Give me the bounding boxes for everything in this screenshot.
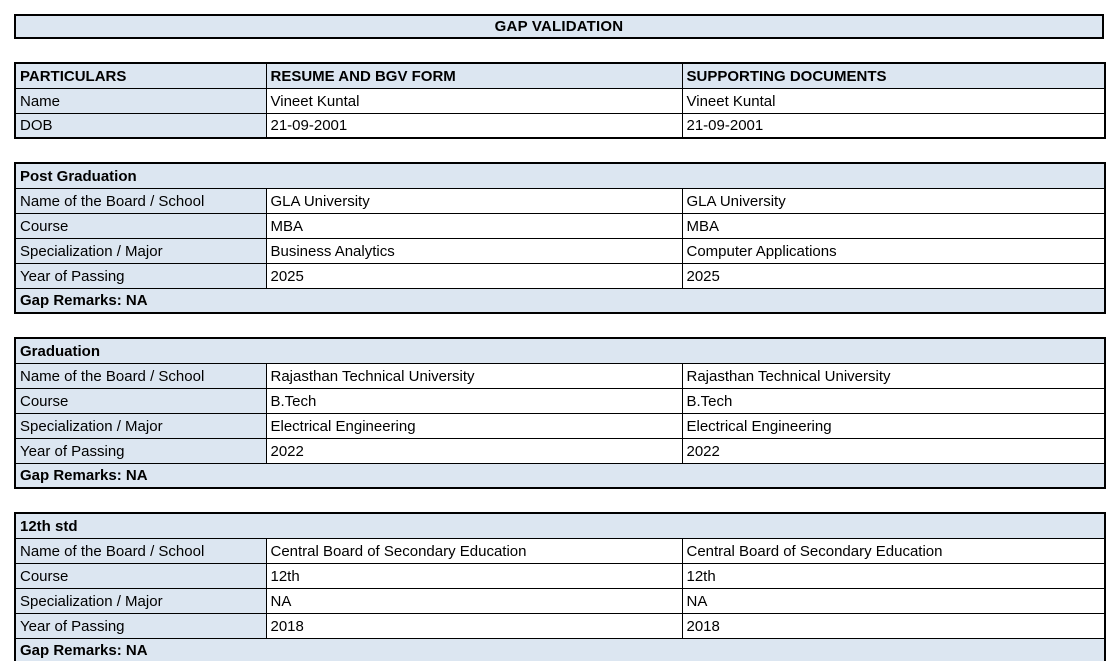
section-header-row: Graduation xyxy=(14,337,1106,364)
row-label-year-of-passing: Year of Passing xyxy=(14,437,267,464)
row-label-board-school: Name of the Board / School xyxy=(14,362,267,389)
table-row: Name of the Board / School Central Board… xyxy=(14,537,1106,564)
section-12th-std: 12th std Name of the Board / School Cent… xyxy=(14,512,1107,661)
column-header-supporting: SUPPORTING DOCUMENTS xyxy=(681,62,1106,89)
supporting-value-specialization: Computer Applications xyxy=(681,237,1106,264)
supporting-value-board-school: Central Board of Secondary Education xyxy=(681,537,1106,564)
section-header-row: 12th std xyxy=(14,512,1106,539)
supporting-value-specialization: NA xyxy=(681,587,1106,614)
table-row: Course 12th 12th xyxy=(14,562,1106,589)
section-header-row: Post Graduation xyxy=(14,162,1106,189)
row-label-board-school: Name of the Board / School xyxy=(14,537,267,564)
resume-value-course: B.Tech xyxy=(265,387,683,414)
table-header-row: PARTICULARS RESUME AND BGV FORM SUPPORTI… xyxy=(14,62,1106,89)
resume-value-board-school: GLA University xyxy=(265,187,683,214)
table-row: Year of Passing 2022 2022 xyxy=(14,437,1106,464)
gap-remarks-row: Gap Remarks: NA xyxy=(14,287,1106,314)
table-row: Course MBA MBA xyxy=(14,212,1106,239)
table-row: Course B.Tech B.Tech xyxy=(14,387,1106,414)
supporting-value-board-school: Rajasthan Technical University xyxy=(681,362,1106,389)
section-header: Post Graduation xyxy=(14,162,1106,189)
gap-remarks-row: Gap Remarks: NA xyxy=(14,637,1106,661)
table-row: Specialization / Major NA NA xyxy=(14,587,1106,614)
table-row: DOB 21-09-2001 21-09-2001 xyxy=(14,112,1106,139)
particulars-table: PARTICULARS RESUME AND BGV FORM SUPPORTI… xyxy=(14,62,1106,139)
gap-remarks: Gap Remarks: NA xyxy=(14,287,1106,314)
supporting-value-board-school: GLA University xyxy=(681,187,1106,214)
row-label-board-school: Name of the Board / School xyxy=(14,187,267,214)
row-label-year-of-passing: Year of Passing xyxy=(14,612,267,639)
row-label-year-of-passing: Year of Passing xyxy=(14,262,267,289)
row-label-course: Course xyxy=(14,212,267,239)
resume-value-year-of-passing: 2022 xyxy=(265,437,683,464)
supporting-value-dob: 21-09-2001 xyxy=(681,112,1106,139)
resume-value-specialization: NA xyxy=(265,587,683,614)
resume-value-specialization: Electrical Engineering xyxy=(265,412,683,439)
supporting-value-year-of-passing: 2025 xyxy=(681,262,1106,289)
table-row: Year of Passing 2018 2018 xyxy=(14,612,1106,639)
gap-remarks: Gap Remarks: NA xyxy=(14,462,1106,489)
section-header: 12th std xyxy=(14,512,1106,539)
table-row: Specialization / Major Electrical Engine… xyxy=(14,412,1106,439)
resume-value-year-of-passing: 2025 xyxy=(265,262,683,289)
supporting-value-course: MBA xyxy=(681,212,1106,239)
resume-value-specialization: Business Analytics xyxy=(265,237,683,264)
section-post-graduation: Post Graduation Name of the Board / Scho… xyxy=(14,162,1107,314)
column-header-particulars: PARTICULARS xyxy=(14,62,267,89)
column-header-resume: RESUME AND BGV FORM xyxy=(265,62,683,89)
supporting-value-specialization: Electrical Engineering xyxy=(681,412,1106,439)
resume-value-board-school: Rajasthan Technical University xyxy=(265,362,683,389)
row-label-name: Name xyxy=(14,87,267,114)
resume-value-course: MBA xyxy=(265,212,683,239)
section-header: Graduation xyxy=(14,337,1106,364)
row-label-specialization: Specialization / Major xyxy=(14,412,267,439)
resume-value-dob: 21-09-2001 xyxy=(265,112,683,139)
table-row: Name Vineet Kuntal Vineet Kuntal xyxy=(14,87,1106,114)
supporting-value-year-of-passing: 2022 xyxy=(681,437,1106,464)
resume-value-board-school: Central Board of Secondary Education xyxy=(265,537,683,564)
row-label-course: Course xyxy=(14,562,267,589)
table-row: Year of Passing 2025 2025 xyxy=(14,262,1106,289)
table-row: Name of the Board / School GLA Universit… xyxy=(14,187,1106,214)
supporting-value-course: B.Tech xyxy=(681,387,1106,414)
gap-remarks: Gap Remarks: NA xyxy=(14,637,1106,661)
supporting-value-year-of-passing: 2018 xyxy=(681,612,1106,639)
gap-remarks-row: Gap Remarks: NA xyxy=(14,462,1106,489)
resume-value-name: Vineet Kuntal xyxy=(265,87,683,114)
row-label-dob: DOB xyxy=(14,112,267,139)
row-label-course: Course xyxy=(14,387,267,414)
resume-value-course: 12th xyxy=(265,562,683,589)
document-title: GAP VALIDATION xyxy=(14,14,1104,39)
supporting-value-name: Vineet Kuntal xyxy=(681,87,1106,114)
table-row: Name of the Board / School Rajasthan Tec… xyxy=(14,362,1106,389)
resume-value-year-of-passing: 2018 xyxy=(265,612,683,639)
section-graduation: Graduation Name of the Board / School Ra… xyxy=(14,337,1107,489)
supporting-value-course: 12th xyxy=(681,562,1106,589)
table-row: Specialization / Major Business Analytic… xyxy=(14,237,1106,264)
row-label-specialization: Specialization / Major xyxy=(14,237,267,264)
row-label-specialization: Specialization / Major xyxy=(14,587,267,614)
